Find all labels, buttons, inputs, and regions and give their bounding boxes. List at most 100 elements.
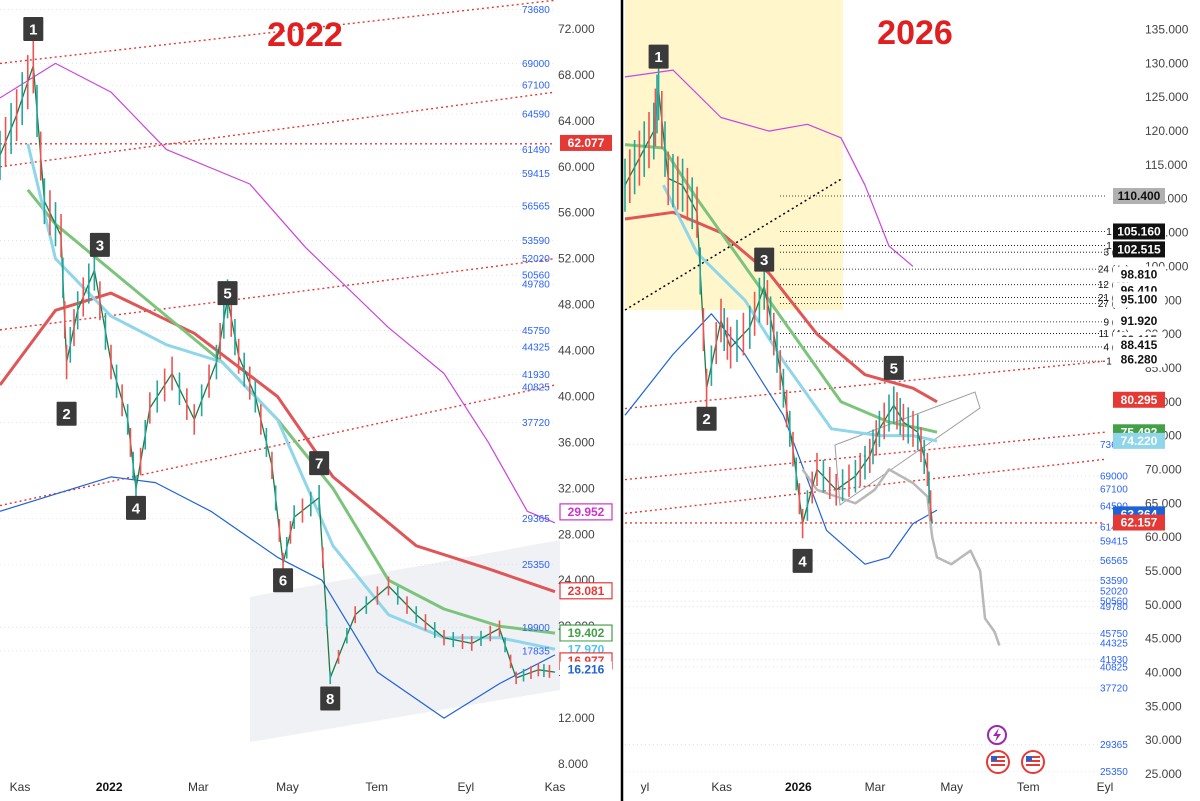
wave-label: 8	[326, 691, 334, 708]
fib-level-label: 56565	[1100, 556, 1128, 567]
fib-level-label: 61490	[522, 145, 550, 156]
time-axis-label: Mar	[188, 780, 209, 794]
price-badge-label: 91.920	[1121, 314, 1158, 328]
fib-level-label: 50560	[1100, 597, 1128, 608]
price-badge-label: 110.400	[1118, 189, 1161, 203]
fib-level-label: 29365	[1100, 740, 1128, 751]
price-tick-label: 70.000	[1145, 462, 1182, 476]
price-tick-label: 52.000	[558, 252, 595, 266]
wave-label: 4	[798, 553, 807, 570]
moving-average-line	[624, 143, 938, 434]
fib-level-label: 50560	[522, 271, 550, 282]
price-tick-label: 35.000	[1145, 699, 1182, 713]
ghost-price-line	[801, 468, 1001, 646]
wave-marker	[309, 451, 330, 476]
fib-level-label: 41930	[522, 370, 550, 381]
moving-average-line	[0, 62, 556, 524]
left-panel-title: 2022	[267, 16, 343, 54]
price-tick-label: 32.000	[558, 481, 595, 495]
price-badge	[560, 134, 612, 151]
wave-marker	[648, 44, 669, 69]
fib-level-label: 73680	[522, 5, 550, 16]
price-badge-label: 95.100	[1121, 293, 1158, 307]
price-tick-label: 8.000	[558, 757, 588, 771]
lightning-icon[interactable]	[987, 725, 1007, 745]
price-tick-label: 72.000	[558, 22, 595, 36]
price-badge	[560, 661, 612, 678]
fib-level-label: 67100	[1100, 485, 1128, 496]
price-tick-label: 115.000	[1145, 158, 1188, 172]
price-badge-label: 29.952	[568, 505, 605, 519]
price-tick-label: 45.000	[1145, 632, 1182, 646]
moving-average-line	[624, 210, 938, 404]
fib-level-label: 59415	[522, 169, 550, 180]
trendline	[0, 91, 556, 168]
wave-marker	[89, 232, 110, 257]
trendline	[624, 360, 1106, 410]
time-axis-label: Eyl	[1097, 780, 1114, 794]
price-line	[624, 89, 933, 525]
fib-level-label: 64590	[522, 110, 550, 121]
price-tick-label: 56.000	[558, 206, 595, 220]
fib-level-label: 40825	[1100, 662, 1128, 673]
us-flag-icon[interactable]	[1021, 750, 1045, 774]
wave-label: 4	[132, 500, 141, 517]
price-badge	[1113, 351, 1165, 368]
fib-level-label: 49780	[1100, 602, 1128, 613]
time-axis-label: Tem	[365, 780, 388, 794]
price-badge-label: 62.157	[1121, 516, 1158, 530]
time-axis-label: Mar	[865, 780, 886, 794]
time-axis-label: May	[276, 780, 299, 794]
price-tick-label: 36.000	[558, 435, 595, 449]
price-tick-label: 64.000	[558, 114, 595, 128]
fib-level-label: 53590	[1100, 576, 1128, 587]
price-badge-label: 102.515	[1117, 242, 1161, 256]
wave-label: 6	[279, 573, 287, 590]
fib-level-label: 19900	[522, 623, 550, 634]
price-badge-label: 88.415	[1121, 338, 1158, 352]
rising-channel	[834, 391, 981, 506]
trendline	[0, 0, 556, 65]
wave-marker	[56, 401, 77, 426]
wave-marker	[320, 686, 341, 711]
price-tick-label: 28.000	[558, 527, 595, 541]
time-axis-label: 2022	[96, 780, 123, 794]
fib-level-label: 40825	[522, 383, 550, 394]
price-badge-label: 105.160	[1117, 224, 1161, 238]
price-badge-label: 19.402	[568, 626, 605, 640]
price-tick-label: 60.000	[1145, 530, 1182, 544]
left-plot-layer: 1 2 3 4 5 6 7 8	[0, 0, 556, 719]
wave-label: 3	[96, 237, 104, 254]
price-tick-label: 60.000	[558, 160, 595, 174]
price-tick-label: 12.000	[558, 711, 595, 725]
time-axis-label: Kas	[10, 780, 31, 794]
price-badge	[559, 582, 613, 600]
wave-marker	[125, 495, 146, 520]
price-badge	[1113, 291, 1165, 308]
price-tick-label: 40.000	[558, 389, 595, 403]
price-tick-label: 68.000	[558, 68, 595, 82]
fib-level-label: 44325	[522, 342, 550, 353]
left-time-axis: Kas 2022 Mar May Tem Eyl Kas	[10, 780, 566, 794]
fib-level-label: 44325	[1100, 639, 1128, 650]
time-axis-label: Kas	[545, 780, 566, 794]
price-tick-label: 50.000	[1145, 598, 1182, 612]
price-badge	[1113, 514, 1165, 531]
left-price-axis: 73680 69000 67100 64590 61490 59415 56565 53590…	[522, 5, 613, 771]
fib-level-label: 37720	[522, 418, 550, 429]
price-tick-label: 55.000	[1145, 564, 1182, 578]
price-badge	[1113, 223, 1165, 240]
price-tick-label: 125.000	[1145, 90, 1189, 104]
price-tick-label: 135.000	[1145, 23, 1189, 37]
price-badge	[1113, 432, 1165, 449]
price-tick-label: 130.000	[1145, 56, 1189, 70]
moving-average-line	[0, 291, 556, 594]
fib-level-label: 69000	[522, 59, 550, 70]
trendline	[624, 458, 1106, 515]
moving-average-line	[624, 69, 914, 267]
wave-label: 2	[62, 406, 70, 423]
moving-average-line	[0, 476, 556, 719]
fib-level-label: 52020	[522, 254, 550, 265]
fib-level-label: 59415	[1100, 537, 1128, 548]
us-flag-icon[interactable]	[986, 750, 1010, 774]
